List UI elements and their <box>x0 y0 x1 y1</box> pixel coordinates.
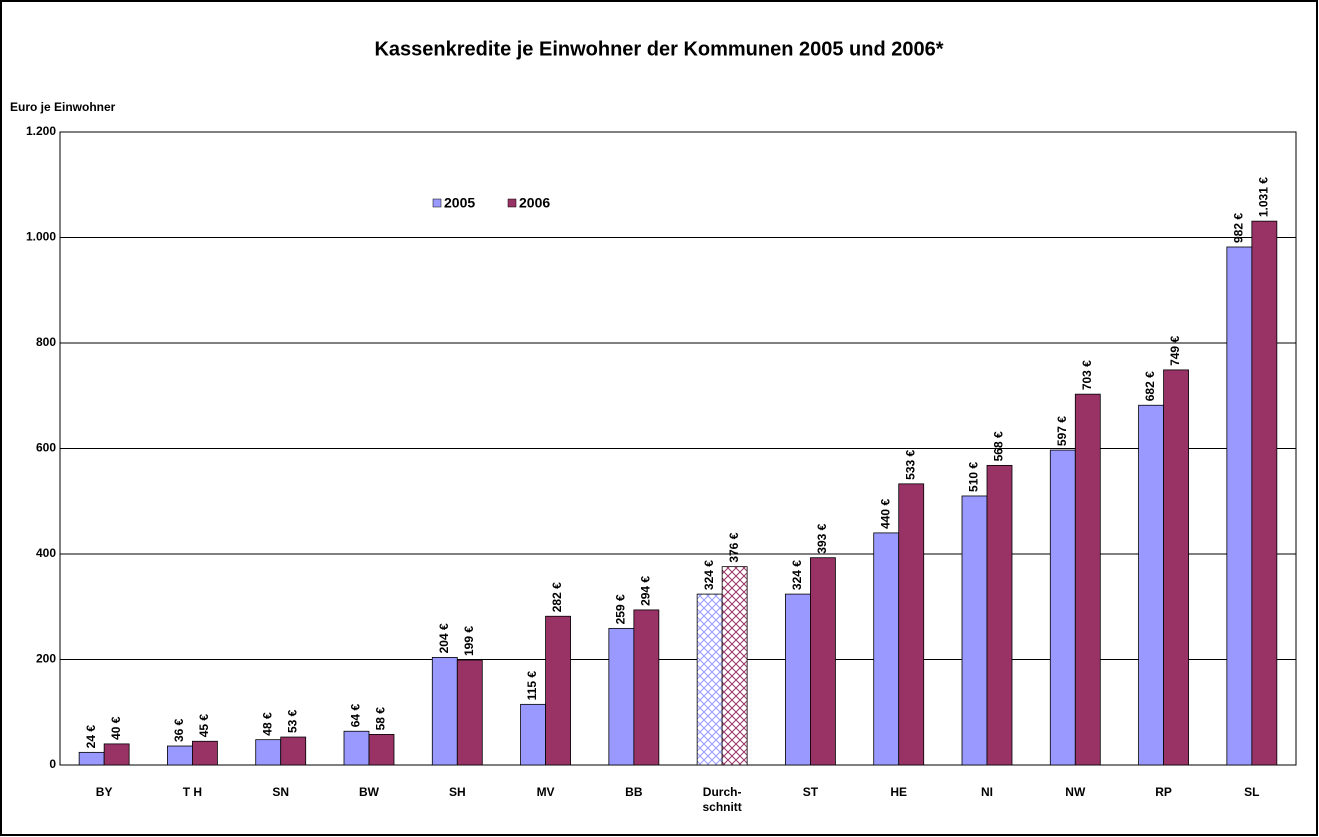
bar <box>961 495 988 766</box>
bar <box>785 593 811 766</box>
bar <box>1226 246 1253 766</box>
legend-label: 2005 <box>444 195 475 211</box>
bar <box>431 656 458 766</box>
data-label: 749 € <box>1168 336 1182 366</box>
x-tick-label: BY <box>95 785 113 799</box>
bar <box>810 557 836 766</box>
data-label: 294 € <box>639 576 653 606</box>
bar <box>898 483 925 766</box>
chart-title: Kassenkredite je Einwohner der Kommunen … <box>374 38 943 60</box>
data-label: 115 € <box>525 671 539 701</box>
y-axis-title: Euro je Einwohner <box>10 100 116 114</box>
y-tick-label: 400 <box>36 546 56 560</box>
x-tick-label: NI <box>981 785 993 799</box>
bar <box>1251 220 1278 766</box>
bar <box>986 464 1013 766</box>
bar <box>1138 404 1164 766</box>
data-label: 324 € <box>702 560 716 590</box>
x-tick-label: T H <box>182 785 203 799</box>
data-label: 40 € <box>109 716 123 740</box>
data-label: 597 € <box>1055 416 1069 446</box>
data-label: 533 € <box>903 449 917 479</box>
x-tick-label: ST <box>802 785 819 799</box>
bar <box>456 659 483 766</box>
bar <box>78 751 105 766</box>
x-tick-label: SN <box>272 785 290 799</box>
data-label: 64 € <box>349 704 363 728</box>
bar <box>368 734 395 766</box>
y-tick-label: 0 <box>49 757 56 771</box>
data-label: 53 € <box>285 709 299 733</box>
bar <box>192 740 218 766</box>
y-tick-label: 600 <box>36 441 56 455</box>
data-label: 324 € <box>790 560 804 590</box>
data-label: 58 € <box>374 707 388 731</box>
data-label: 682 € <box>1143 371 1157 401</box>
x-tick-label: HE <box>890 785 908 799</box>
legend-swatch <box>432 198 442 208</box>
data-label: 45 € <box>197 714 211 738</box>
y-tick-label: 1.200 <box>26 124 56 138</box>
x-tick-label: BB <box>625 785 643 799</box>
bar <box>1074 393 1101 766</box>
data-label: 36 € <box>172 718 186 742</box>
data-label: 259 € <box>614 594 628 624</box>
bar <box>608 627 635 766</box>
bar <box>520 703 546 766</box>
bar <box>167 745 193 766</box>
bar <box>873 532 900 766</box>
data-label: 48 € <box>260 712 274 736</box>
data-label: 440 € <box>878 499 892 529</box>
x-tick-label: Durch- schnitt <box>702 785 742 814</box>
y-tick-label: 1.000 <box>26 230 56 244</box>
data-label: 982 € <box>1232 213 1246 243</box>
bar <box>1163 369 1189 766</box>
x-tick-label: RP <box>1155 785 1172 799</box>
data-label: 204 € <box>437 623 451 653</box>
legend-label: 2006 <box>519 195 550 211</box>
data-label: 199 € <box>462 626 476 656</box>
bar <box>1049 449 1076 766</box>
x-tick-label: BW <box>359 785 379 799</box>
data-label: 568 € <box>992 431 1006 461</box>
x-tick-label: MV <box>536 785 555 799</box>
x-tick-label: NW <box>1065 785 1086 799</box>
data-label: 393 € <box>815 523 829 553</box>
bar <box>103 743 130 766</box>
data-label: 282 € <box>550 582 564 612</box>
x-tick-label: SL <box>1244 785 1260 799</box>
y-tick-label: 800 <box>36 335 56 349</box>
data-label: 24 € <box>84 725 98 749</box>
bar <box>696 593 723 766</box>
bar <box>280 736 307 766</box>
data-label: 510 € <box>967 462 981 492</box>
bar <box>721 566 748 766</box>
data-label: 1.031 € <box>1257 177 1271 217</box>
bar <box>545 615 571 766</box>
y-tick-label: 200 <box>36 652 56 666</box>
x-tick-label: SH <box>448 785 466 799</box>
bar <box>255 739 282 766</box>
bar <box>343 730 370 766</box>
data-label: 703 € <box>1080 360 1094 390</box>
legend-swatch <box>507 198 517 208</box>
bar <box>633 609 660 766</box>
data-label: 376 € <box>727 532 741 562</box>
